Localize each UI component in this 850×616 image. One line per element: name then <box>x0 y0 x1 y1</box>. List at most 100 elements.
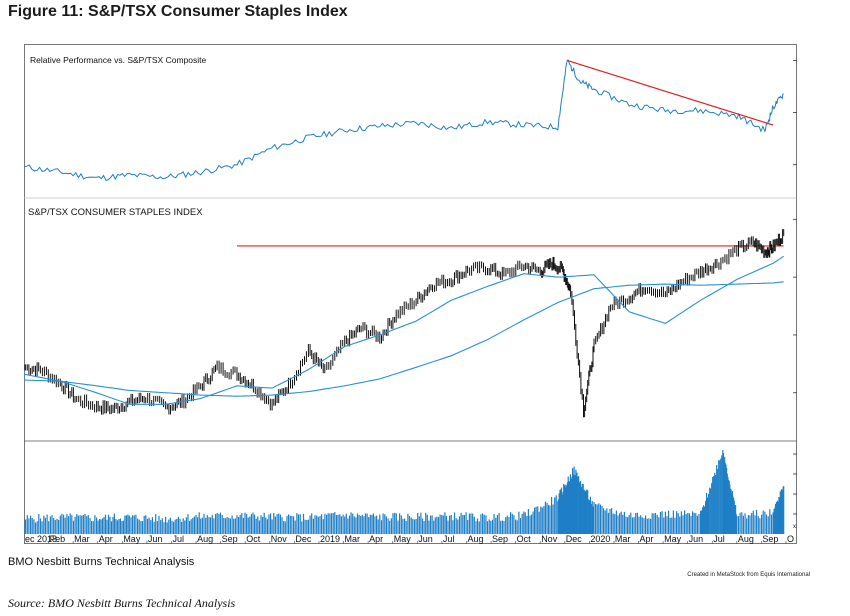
volume-bar <box>234 518 236 534</box>
volume-bar <box>86 516 88 534</box>
volume-bar <box>113 513 115 534</box>
x-tick-label: Oct <box>517 534 532 544</box>
volume-bar <box>334 512 336 534</box>
volume-bar <box>436 516 438 534</box>
figure-title: Figure 11: S&P/TSX Consumer Staples Inde… <box>8 3 348 20</box>
volume-bar <box>511 513 513 534</box>
volume-bar <box>557 501 559 534</box>
volume-bar <box>61 513 63 534</box>
volume-bar <box>228 517 230 534</box>
volume-bar <box>710 488 712 534</box>
volume-bar <box>103 517 105 534</box>
volume-bar <box>348 515 351 534</box>
volume-bar <box>110 521 113 534</box>
volume-bar <box>128 515 130 534</box>
volume-bar <box>656 514 658 534</box>
volume-bar <box>572 468 574 534</box>
volume-bar <box>561 494 563 534</box>
x-tick-label: May <box>664 534 682 544</box>
volume-bar <box>575 469 577 534</box>
volume-bar <box>342 514 344 534</box>
volume-bar <box>395 513 397 534</box>
volume-bar <box>418 516 420 534</box>
volume-bar <box>695 513 697 534</box>
volume-bar <box>397 520 399 534</box>
volume-bar <box>345 513 347 534</box>
volume-bar <box>238 516 240 534</box>
volume-bar <box>379 514 381 534</box>
volume-bar <box>195 515 197 534</box>
volume-bar <box>66 513 68 534</box>
volume-bar <box>109 516 111 534</box>
volume-bar <box>696 515 698 534</box>
long-moving-average-line <box>23 281 784 397</box>
volume-bar <box>658 517 660 534</box>
volume-bar <box>138 519 140 534</box>
volume-bar <box>166 522 168 534</box>
x-tick-label: Aug <box>197 534 213 544</box>
volume-bar <box>506 515 508 534</box>
volume-bar <box>700 510 702 534</box>
volume-bar <box>124 515 126 534</box>
volume-bar <box>417 513 419 534</box>
volume-bar <box>739 512 741 534</box>
volume-bar <box>168 519 170 534</box>
volume-bar <box>404 518 406 534</box>
volume-bar <box>174 519 176 534</box>
x-tick-label: Dec <box>295 534 312 544</box>
volume-bar <box>762 510 764 534</box>
volume-bar <box>224 518 227 534</box>
volume-bar <box>176 518 178 534</box>
price-bars <box>23 229 785 418</box>
volume-bar <box>92 521 94 534</box>
volume-bar <box>249 516 251 534</box>
volume-bar <box>200 518 202 534</box>
relative-performance-line <box>23 59 784 181</box>
volume-bar <box>462 514 464 534</box>
volume-bar <box>223 517 225 534</box>
volume-bar <box>135 514 137 534</box>
volume-bar <box>221 515 223 534</box>
volume-bar <box>382 513 384 534</box>
volume-bar <box>716 464 718 534</box>
volume-bar <box>239 514 241 534</box>
volume-bar <box>535 506 537 534</box>
volume-bar <box>564 484 566 534</box>
volume-bar <box>747 515 749 534</box>
volume-bar <box>495 517 497 534</box>
volume-bar <box>339 514 341 534</box>
volume-bar <box>566 485 568 534</box>
volume-bar <box>244 512 246 534</box>
volume-bar <box>309 515 311 534</box>
x-tick-label: Sep <box>492 534 508 544</box>
volume-bar <box>283 521 285 534</box>
volume-bar <box>415 519 417 534</box>
volume-bar <box>493 514 495 534</box>
volume-bar <box>583 489 585 534</box>
volume-bar <box>226 517 228 534</box>
volume-bar <box>529 515 531 534</box>
volume-bar <box>421 518 424 534</box>
volume-bar <box>271 519 273 534</box>
volume-bar <box>276 514 278 534</box>
volume-bar <box>77 515 79 534</box>
volume-bar <box>425 512 427 534</box>
volume-bar <box>255 518 257 534</box>
volume-bar <box>317 516 319 534</box>
volume-bar <box>133 515 135 534</box>
volume-bar <box>198 512 200 534</box>
volume-bar <box>413 519 416 534</box>
volume-bar <box>400 515 402 534</box>
volume-bar <box>524 512 526 534</box>
volume-bar <box>640 515 642 534</box>
volume-bar <box>284 521 286 534</box>
volume-bar <box>645 515 647 534</box>
x-tick-label: O <box>787 534 794 544</box>
volume-bar <box>420 512 422 534</box>
volume-bar <box>76 514 78 534</box>
volume-bar <box>588 499 590 534</box>
volume-bar <box>161 518 163 534</box>
volume-bar <box>457 519 459 534</box>
volume-bar <box>593 502 595 534</box>
volume-bar <box>587 490 589 534</box>
